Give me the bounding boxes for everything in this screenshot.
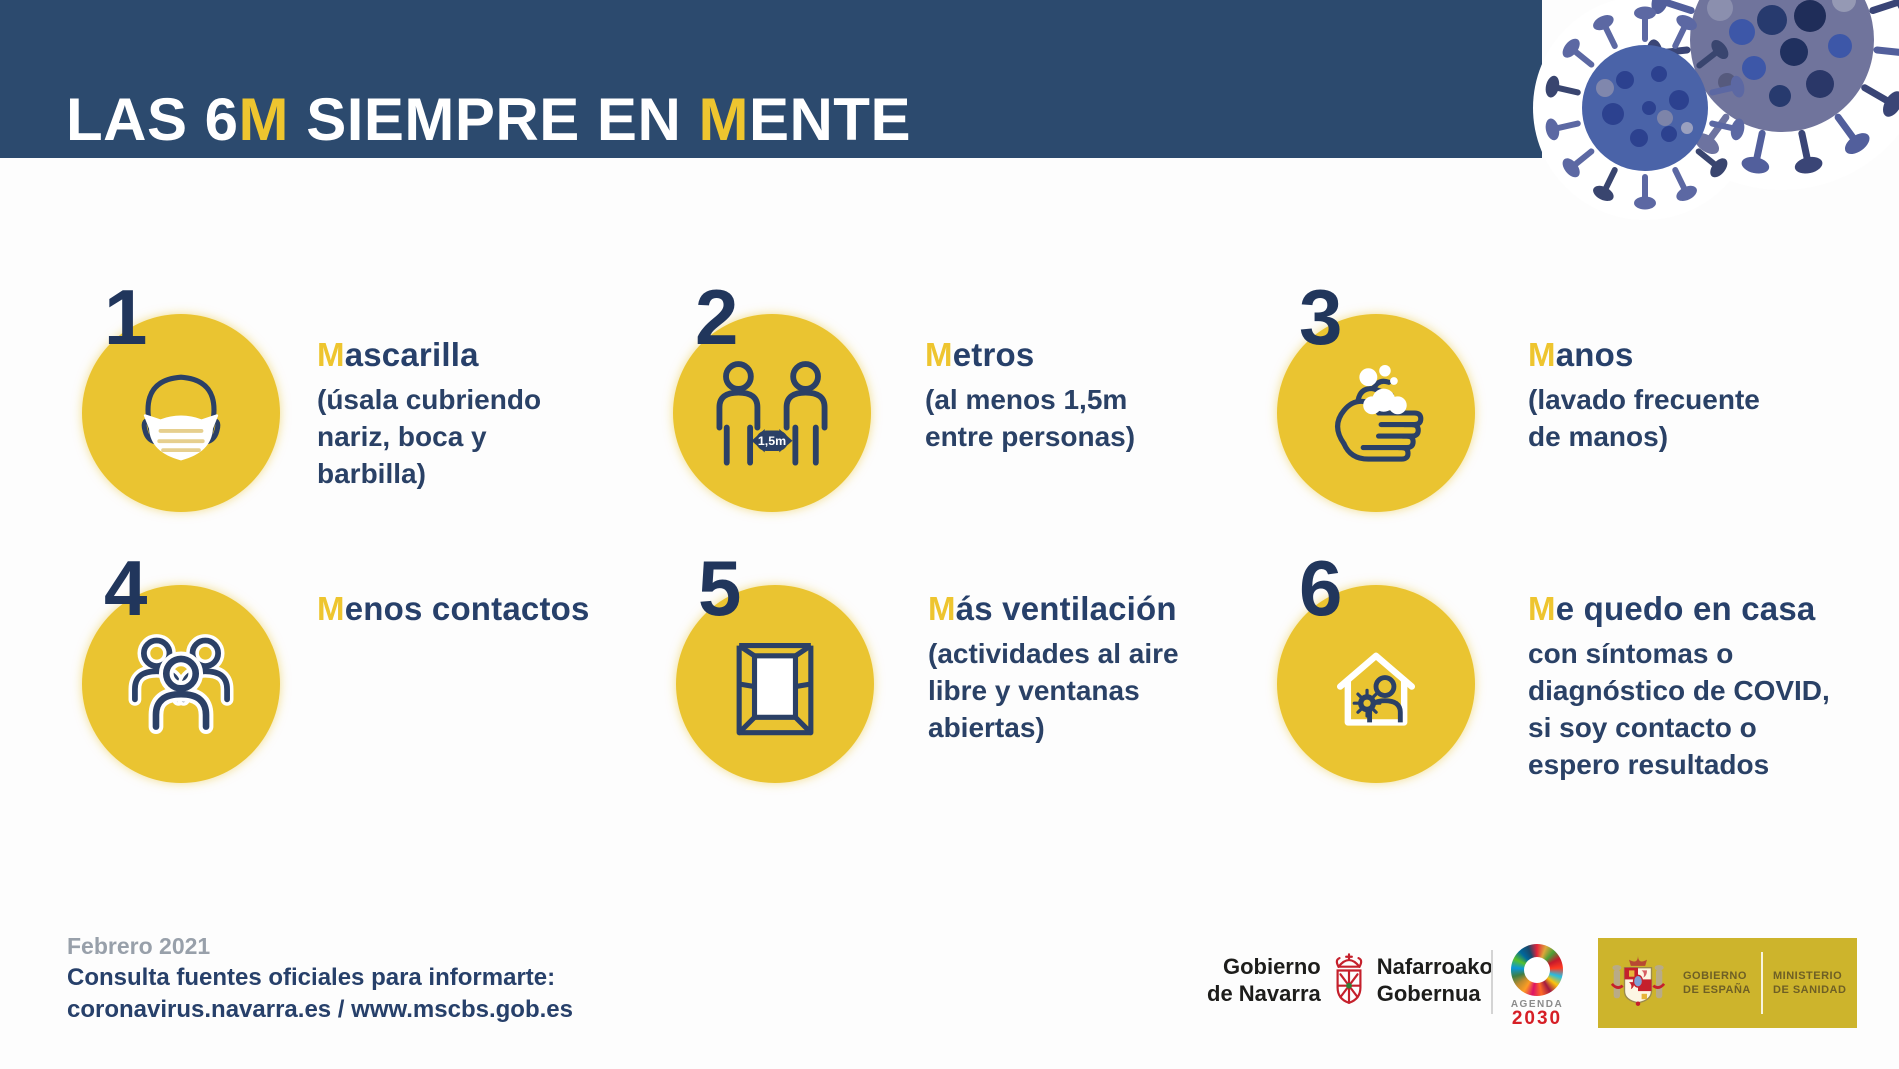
item-mas-ventilacion: 5 Más ventilación (actividades al aire l… [676,549,1296,845]
hand-washing-icon [1335,365,1424,462]
virus-gray [1645,0,1899,176]
item-number: 3 [1299,273,1343,361]
ministry-label: MINISTERIO DE SANIDAD [1773,970,1847,996]
footer-urls: coronavirus.navarra.es / www.mscbs.gob.e… [67,996,573,1023]
item-number: 2 [695,273,739,361]
item-manos: 3 Manos (lavado [1277,278,1897,574]
item-title: Metros [925,336,1035,373]
item-description: (úsala cubriendo nariz, boca y barbilla) [317,384,542,489]
item-description: (actividades al aire libre y ventanas ab… [928,638,1179,743]
icon-circle [82,585,280,783]
navarra-logo-text-es: Gobierno de Navarra [1207,954,1321,1006]
item-number: 4 [104,544,148,632]
sdg-wheel-icon [1511,944,1563,996]
open-window-icon [736,643,814,736]
virus-blue [1543,6,1747,210]
item-title: Me quedo en casa [1528,590,1816,627]
face-mask-icon [141,374,221,461]
item-mascarilla: 1 Mascarilla (úsala cubriendo nariz, boc… [82,278,702,574]
footer-note: Consulta fuentes oficiales para informar… [67,964,556,991]
item-title: Mascarilla [317,336,479,373]
icon-circle [1277,585,1475,783]
group-of-people-icon [117,620,245,748]
item-title: Más ventilación [928,590,1177,627]
stay-home-icon [1336,652,1416,726]
title-segment: ENTE [748,85,911,153]
social-distance-icon: 1,5m [716,361,828,466]
gobierno-espana-logo: GOBIERNO DE ESPAÑA MINISTERIO DE SANIDAD [1598,938,1857,1028]
title-segment-highlight: M [698,85,749,153]
item-menos-contactos: 4 Menos contactos [82,549,702,845]
item-number: 5 [698,544,742,632]
icon-circle [82,314,280,512]
navarra-crest-icon [1335,953,1362,1004]
spain-logo-divider [1761,952,1763,1014]
title-segment: SIEMPRE EN [289,85,699,153]
item-number: 6 [1299,544,1343,632]
spain-gov-label: GOBIERNO DE ESPAÑA [1683,970,1751,996]
title-segment: LAS 6 [66,85,239,153]
agenda-year: 2030 [1511,1008,1563,1029]
item-description: (lavado frecuente de manos) [1528,384,1760,452]
gobierno-navarra-logo: Gobierno de Navarra Nafarroako Gobernua [1207,950,1493,1010]
icon-circle: 1,5m [673,314,871,512]
icon-circle [676,585,874,783]
agenda-label: AGENDA [1510,999,1564,1010]
item-description: (al menos 1,5m entre personas) [925,384,1136,452]
spain-coat-of-arms-icon [1611,955,1665,1006]
item-number: 1 [104,273,148,361]
item-me-quedo-en-casa: 6 Me quedo en casa con [1277,549,1897,845]
navarra-logo-text-eu: Nafarroako Gobernua [1376,954,1493,1006]
icon-circle [1277,314,1475,512]
distance-label: 1,5m [758,434,786,448]
coronavirus-illustration [1533,0,1899,220]
title-segment-highlight: M [238,85,290,153]
item-title: Manos [1528,336,1634,373]
agenda-2030-logo: AGENDA 2030 [1506,944,1568,1029]
footer-date: Febrero 2021 [67,933,211,959]
logo-divider [1491,950,1493,1014]
item-title: Menos contactos [317,590,590,627]
item-description: con síntomas o diagnóstico de COVID, si … [1528,638,1830,780]
header-bar [0,0,1542,158]
item-metros: 2 1,5m Metros (al menos 1,5m ent [673,278,1293,574]
